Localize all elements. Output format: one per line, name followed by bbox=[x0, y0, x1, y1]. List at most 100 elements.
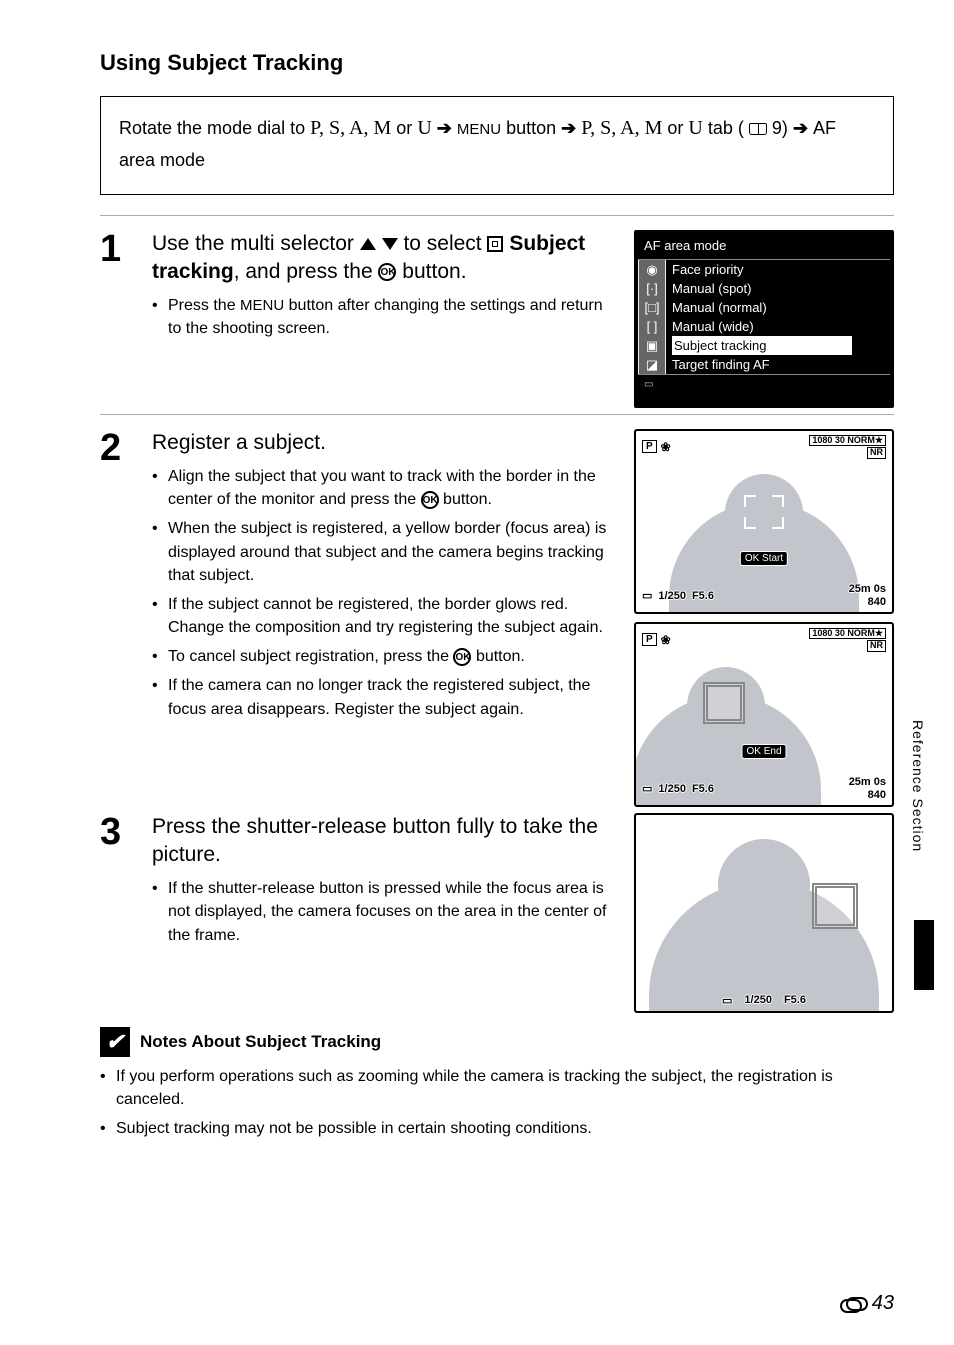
warning-check-icon: ✔ bbox=[100, 1027, 130, 1057]
arrow-icon: ➔ bbox=[437, 118, 457, 138]
note-item: If you perform operations such as zoomin… bbox=[100, 1065, 894, 1111]
wide-icon: [ ] bbox=[638, 317, 666, 336]
focus-brackets bbox=[744, 495, 784, 529]
divider bbox=[100, 414, 894, 415]
down-triangle-icon bbox=[382, 238, 398, 250]
mode-p-badge: P bbox=[642, 633, 657, 646]
battery-icon: ▭ bbox=[642, 589, 652, 602]
step-number: 2 bbox=[100, 429, 134, 727]
mode-u: U bbox=[417, 117, 431, 139]
bullet-text: Press the bbox=[168, 297, 240, 314]
step-bullet: Align the subject that you want to track… bbox=[152, 465, 614, 511]
spot-icon: [·] bbox=[638, 279, 666, 298]
notes-section: ✔ Notes About Subject Tracking If you pe… bbox=[100, 1027, 894, 1141]
arrow-icon: ➔ bbox=[793, 118, 813, 138]
resolution-badge: 1080 30 NORM★ bbox=[809, 435, 886, 447]
step-text: Use the multi selector bbox=[152, 232, 360, 255]
rec-time: 25m 0s bbox=[849, 776, 886, 788]
bullet-text: button. bbox=[443, 491, 492, 508]
tracking-icon bbox=[487, 236, 503, 252]
rec-time: 25m 0s bbox=[849, 583, 886, 595]
ok-start-pill[interactable]: OK Start bbox=[740, 551, 788, 566]
step-text: , and press the bbox=[234, 260, 379, 283]
af-row-subject-tracking[interactable]: ▣Subject tracking bbox=[638, 336, 890, 355]
bullet-text: Align the subject that you want to track… bbox=[168, 468, 596, 508]
af-row-normal[interactable]: [□] Manual (normal) bbox=[638, 298, 890, 317]
macro-icon: ❀ bbox=[661, 440, 671, 454]
step-text: to select bbox=[403, 232, 487, 255]
af-row-target-finding[interactable]: ◪ Target finding AF bbox=[638, 355, 890, 374]
af-label: Face priority bbox=[672, 260, 744, 279]
step-bullet: If the subject cannot be registered, the… bbox=[152, 593, 614, 639]
step-bullet: To cancel subject registration, press th… bbox=[152, 645, 614, 668]
book-icon bbox=[749, 123, 767, 135]
step-3: 3 Press the shutter-release button fully… bbox=[100, 813, 614, 953]
up-triangle-icon bbox=[360, 238, 376, 250]
nav-text: tab ( bbox=[708, 118, 744, 138]
target-icon: ◪ bbox=[638, 355, 666, 374]
nr-badge: NR bbox=[867, 640, 886, 652]
nav-text: or bbox=[667, 118, 688, 138]
camera-preview-capture: ▭ 1/250 F5.6 bbox=[634, 813, 894, 1013]
notes-title: Notes About Subject Tracking bbox=[140, 1032, 381, 1052]
navigation-box: Rotate the mode dial to P, S, A, M or U … bbox=[100, 96, 894, 195]
step-number: 3 bbox=[100, 813, 134, 953]
side-marker bbox=[914, 920, 934, 990]
af-menu-title: AF area mode bbox=[638, 234, 890, 259]
step-text: button. bbox=[396, 260, 466, 283]
battery-icon: ▭ bbox=[642, 782, 652, 795]
af-label: Manual (spot) bbox=[672, 279, 751, 298]
ok-button-icon: OK bbox=[421, 491, 439, 509]
battery-icon: ▭ bbox=[638, 375, 890, 390]
ok-end-pill[interactable]: OK End bbox=[741, 744, 786, 759]
nav-text: button bbox=[506, 118, 561, 138]
shutter-value: 1/250 bbox=[658, 590, 686, 602]
bullet-text: To cancel subject registration, press th… bbox=[168, 648, 453, 665]
shots-remaining: 840 bbox=[849, 789, 886, 801]
normal-icon: [□] bbox=[638, 298, 666, 317]
camera-preview-end: P ❀ 1080 30 NORM★ NR OK End ▭ 1/250 F5.6 bbox=[634, 622, 894, 807]
nr-badge: NR bbox=[867, 447, 886, 459]
aperture-value: F5.6 bbox=[784, 994, 806, 1007]
af-row-face[interactable]: ◉ Face priority bbox=[638, 260, 890, 279]
af-area-mode-menu: AF area mode ◉ Face priority [·] Manual (s… bbox=[634, 230, 894, 408]
shots-remaining: 840 bbox=[849, 596, 886, 608]
focus-area-box bbox=[812, 883, 858, 929]
af-row-wide[interactable]: [ ] Manual (wide) bbox=[638, 317, 890, 336]
resolution-badge: 1080 30 NORM★ bbox=[809, 628, 886, 640]
ok-button-icon: OK bbox=[378, 263, 396, 281]
aperture-value: F5.6 bbox=[692, 590, 714, 602]
page-number-value: 43 bbox=[872, 1292, 894, 1315]
bullet-text: button. bbox=[476, 648, 525, 665]
battery-icon: ▭ bbox=[722, 994, 732, 1007]
af-label: Manual (wide) bbox=[672, 317, 754, 336]
macro-icon: ❀ bbox=[661, 633, 671, 647]
focus-area-box bbox=[703, 682, 745, 724]
menu-label: MENU bbox=[457, 121, 501, 138]
page-title: Using Subject Tracking bbox=[100, 50, 894, 76]
step-title: Press the shutter-release button fully t… bbox=[152, 813, 614, 870]
face-icon: ◉ bbox=[638, 260, 666, 279]
mode-u: U bbox=[688, 117, 702, 139]
af-label: Manual (normal) bbox=[672, 298, 767, 317]
nav-text: or bbox=[396, 118, 417, 138]
ok-button-icon: OK bbox=[453, 648, 471, 666]
step-bullet: Press the MENU button after changing the… bbox=[152, 294, 614, 340]
nav-ref: 9) bbox=[772, 118, 793, 138]
af-label: Target finding AF bbox=[672, 355, 770, 374]
menu-label: MENU bbox=[240, 297, 284, 314]
side-tab-label: Reference Section bbox=[910, 720, 926, 852]
nav-text: Rotate the mode dial to bbox=[119, 118, 310, 138]
mode-letters: P, S, A, M bbox=[310, 117, 391, 139]
aperture-value: F5.6 bbox=[692, 783, 714, 795]
step-title: Register a subject. bbox=[152, 429, 614, 457]
tracking-icon: ▣ bbox=[638, 336, 666, 355]
divider bbox=[100, 215, 894, 216]
step-title: Use the multi selector to select Subject… bbox=[152, 230, 614, 287]
shutter-value: 1/250 bbox=[658, 783, 686, 795]
af-row-spot[interactable]: [·] Manual (spot) bbox=[638, 279, 890, 298]
step-bullet: If the shutter-release button is pressed… bbox=[152, 877, 614, 947]
mode-letters: P, S, A, M bbox=[581, 117, 662, 139]
shutter-value: 1/250 bbox=[744, 994, 772, 1007]
mode-p-badge: P bbox=[642, 440, 657, 453]
